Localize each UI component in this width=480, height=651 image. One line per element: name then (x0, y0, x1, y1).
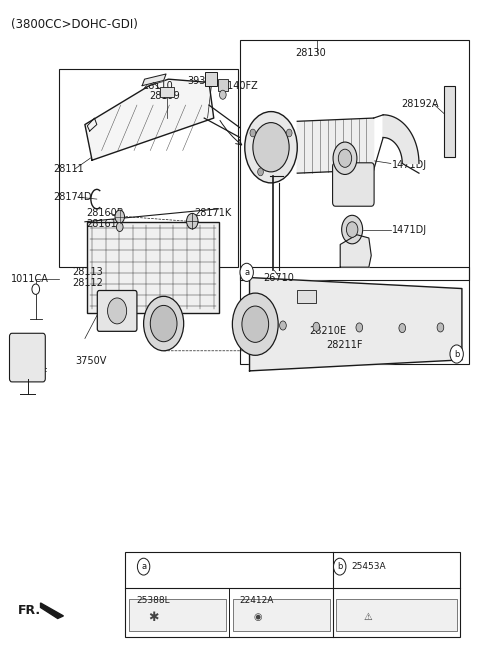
Circle shape (280, 321, 286, 330)
Bar (125, 553, 459, 637)
FancyBboxPatch shape (10, 333, 45, 382)
Text: 28211F: 28211F (326, 340, 362, 350)
Circle shape (250, 129, 256, 137)
Text: 3750V: 3750V (75, 356, 107, 366)
Text: (3800CC>DOHC-GDI): (3800CC>DOHC-GDI) (11, 18, 138, 31)
Circle shape (32, 284, 39, 294)
Text: b: b (337, 562, 342, 571)
Bar (240, 267, 469, 365)
Bar (233, 600, 330, 631)
Polygon shape (340, 235, 371, 267)
Bar (336, 600, 456, 631)
Circle shape (313, 322, 320, 331)
Circle shape (137, 558, 150, 575)
Text: 28199: 28199 (149, 91, 180, 101)
Circle shape (333, 142, 357, 174)
Circle shape (334, 558, 346, 575)
Bar (218, 79, 228, 91)
Circle shape (347, 222, 358, 238)
Circle shape (287, 129, 292, 137)
Circle shape (450, 345, 463, 363)
Text: 1011CA: 1011CA (11, 274, 49, 284)
Bar (87, 222, 218, 312)
Text: 28192A: 28192A (401, 99, 439, 109)
Circle shape (219, 90, 226, 99)
Text: b: b (454, 350, 459, 359)
Text: 25388L: 25388L (136, 596, 169, 605)
Polygon shape (85, 79, 214, 160)
Text: a: a (141, 562, 146, 571)
Text: 28110: 28110 (142, 81, 173, 90)
Text: 28160B: 28160B (86, 208, 124, 218)
Polygon shape (383, 115, 419, 163)
Circle shape (240, 263, 253, 281)
Text: 39340: 39340 (188, 76, 218, 86)
Polygon shape (40, 603, 63, 618)
Circle shape (150, 305, 177, 342)
Circle shape (115, 210, 124, 223)
Text: ◉: ◉ (253, 612, 262, 622)
Text: FR.: FR. (18, 604, 41, 617)
Text: 26710: 26710 (263, 273, 294, 283)
Text: 28130: 28130 (295, 48, 325, 57)
Bar (297, 290, 316, 303)
Circle shape (242, 306, 269, 342)
Bar (444, 86, 455, 157)
Text: 1471DJ: 1471DJ (392, 160, 427, 171)
Circle shape (116, 223, 123, 232)
Circle shape (338, 149, 352, 167)
FancyBboxPatch shape (333, 163, 374, 206)
Text: 1471DJ: 1471DJ (392, 225, 427, 234)
Polygon shape (297, 118, 373, 173)
Circle shape (399, 324, 406, 333)
Text: 25453A: 25453A (352, 562, 386, 571)
Text: ✱: ✱ (148, 611, 158, 624)
Circle shape (232, 293, 278, 355)
Bar (205, 72, 217, 87)
Circle shape (437, 323, 444, 332)
Text: ⚠: ⚠ (364, 612, 373, 622)
Text: 28112: 28112 (72, 278, 103, 288)
Bar (160, 87, 174, 98)
Text: 28113: 28113 (72, 267, 103, 277)
FancyBboxPatch shape (97, 290, 137, 331)
Text: 28111: 28111 (53, 163, 84, 174)
Polygon shape (142, 74, 166, 86)
Circle shape (253, 122, 289, 172)
Circle shape (356, 323, 363, 332)
Text: 1140FZ: 1140FZ (222, 81, 259, 90)
Bar (59, 70, 238, 267)
Text: 28174D: 28174D (53, 192, 91, 202)
Bar (240, 40, 469, 280)
Circle shape (342, 215, 363, 244)
Text: 22412A: 22412A (240, 596, 274, 605)
Circle shape (187, 214, 198, 229)
Circle shape (108, 298, 127, 324)
Text: 1471CD: 1471CD (245, 141, 284, 150)
Circle shape (245, 111, 297, 183)
Circle shape (258, 168, 264, 176)
Text: 28210E: 28210E (309, 326, 346, 336)
Text: a: a (244, 268, 249, 277)
Polygon shape (250, 277, 462, 371)
Text: 28210F: 28210F (11, 368, 48, 378)
Bar (129, 600, 226, 631)
Text: 28171K: 28171K (195, 208, 232, 218)
Circle shape (144, 296, 184, 351)
Text: 28161: 28161 (86, 219, 117, 229)
